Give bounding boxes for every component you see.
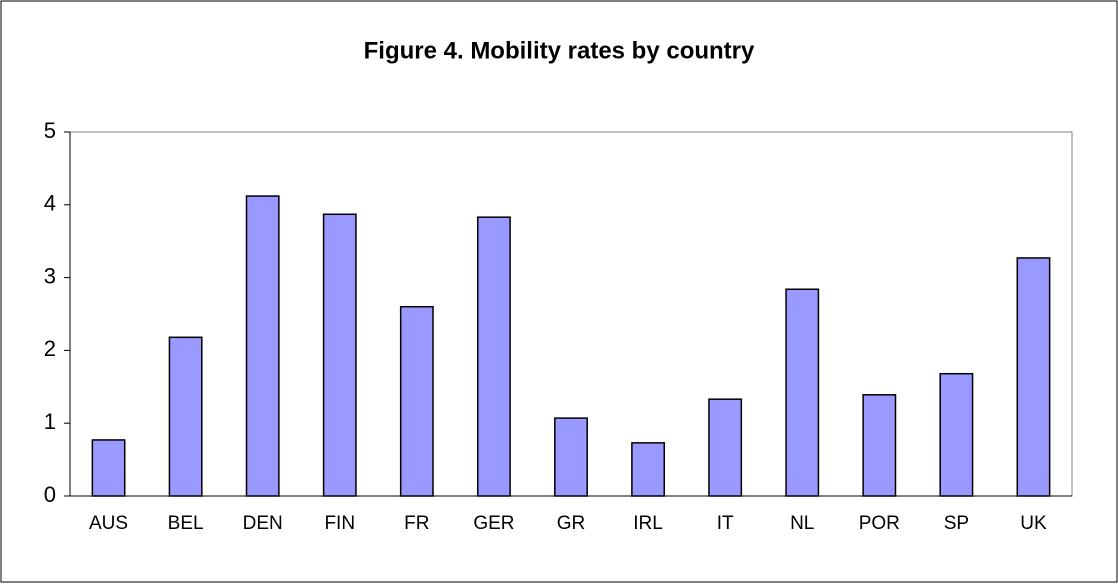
x-tick-label: UK: [1020, 513, 1047, 534]
x-tick-label: DEN: [243, 513, 283, 534]
x-tick-label: NL: [790, 513, 814, 534]
bar: [476, 216, 511, 497]
x-tick-label: GR: [557, 513, 586, 534]
x-tick-label: IT: [717, 513, 734, 534]
bar: [399, 305, 434, 497]
y-tick-label: 2: [44, 336, 56, 361]
bar: [245, 195, 280, 497]
bar: [322, 213, 357, 497]
bar: [862, 394, 897, 497]
y-tick-label: 1: [44, 409, 56, 434]
y-tick-label: 4: [44, 191, 56, 216]
x-tick-label: BEL: [168, 513, 204, 534]
x-tick-label: FIN: [324, 513, 355, 534]
bar: [554, 417, 588, 497]
bar: [631, 442, 666, 497]
y-tick-label: 0: [44, 482, 56, 507]
chart-title: Figure 4. Mobility rates by country: [364, 37, 755, 64]
bar: [939, 372, 974, 497]
bar: [708, 398, 743, 497]
x-tick-label: POR: [859, 513, 900, 534]
x-tick-label: AUS: [89, 513, 128, 534]
x-tick-label: IRL: [633, 513, 663, 534]
bar: [785, 288, 820, 497]
x-tick-label: SP: [944, 513, 969, 534]
y-tick-label: 3: [44, 263, 56, 288]
x-tick-label: GER: [473, 513, 514, 534]
bar: [1016, 257, 1051, 497]
bar: [168, 336, 203, 497]
x-tick-label: FR: [404, 513, 429, 534]
bar: [91, 439, 126, 497]
y-tick-label: 5: [44, 118, 56, 143]
